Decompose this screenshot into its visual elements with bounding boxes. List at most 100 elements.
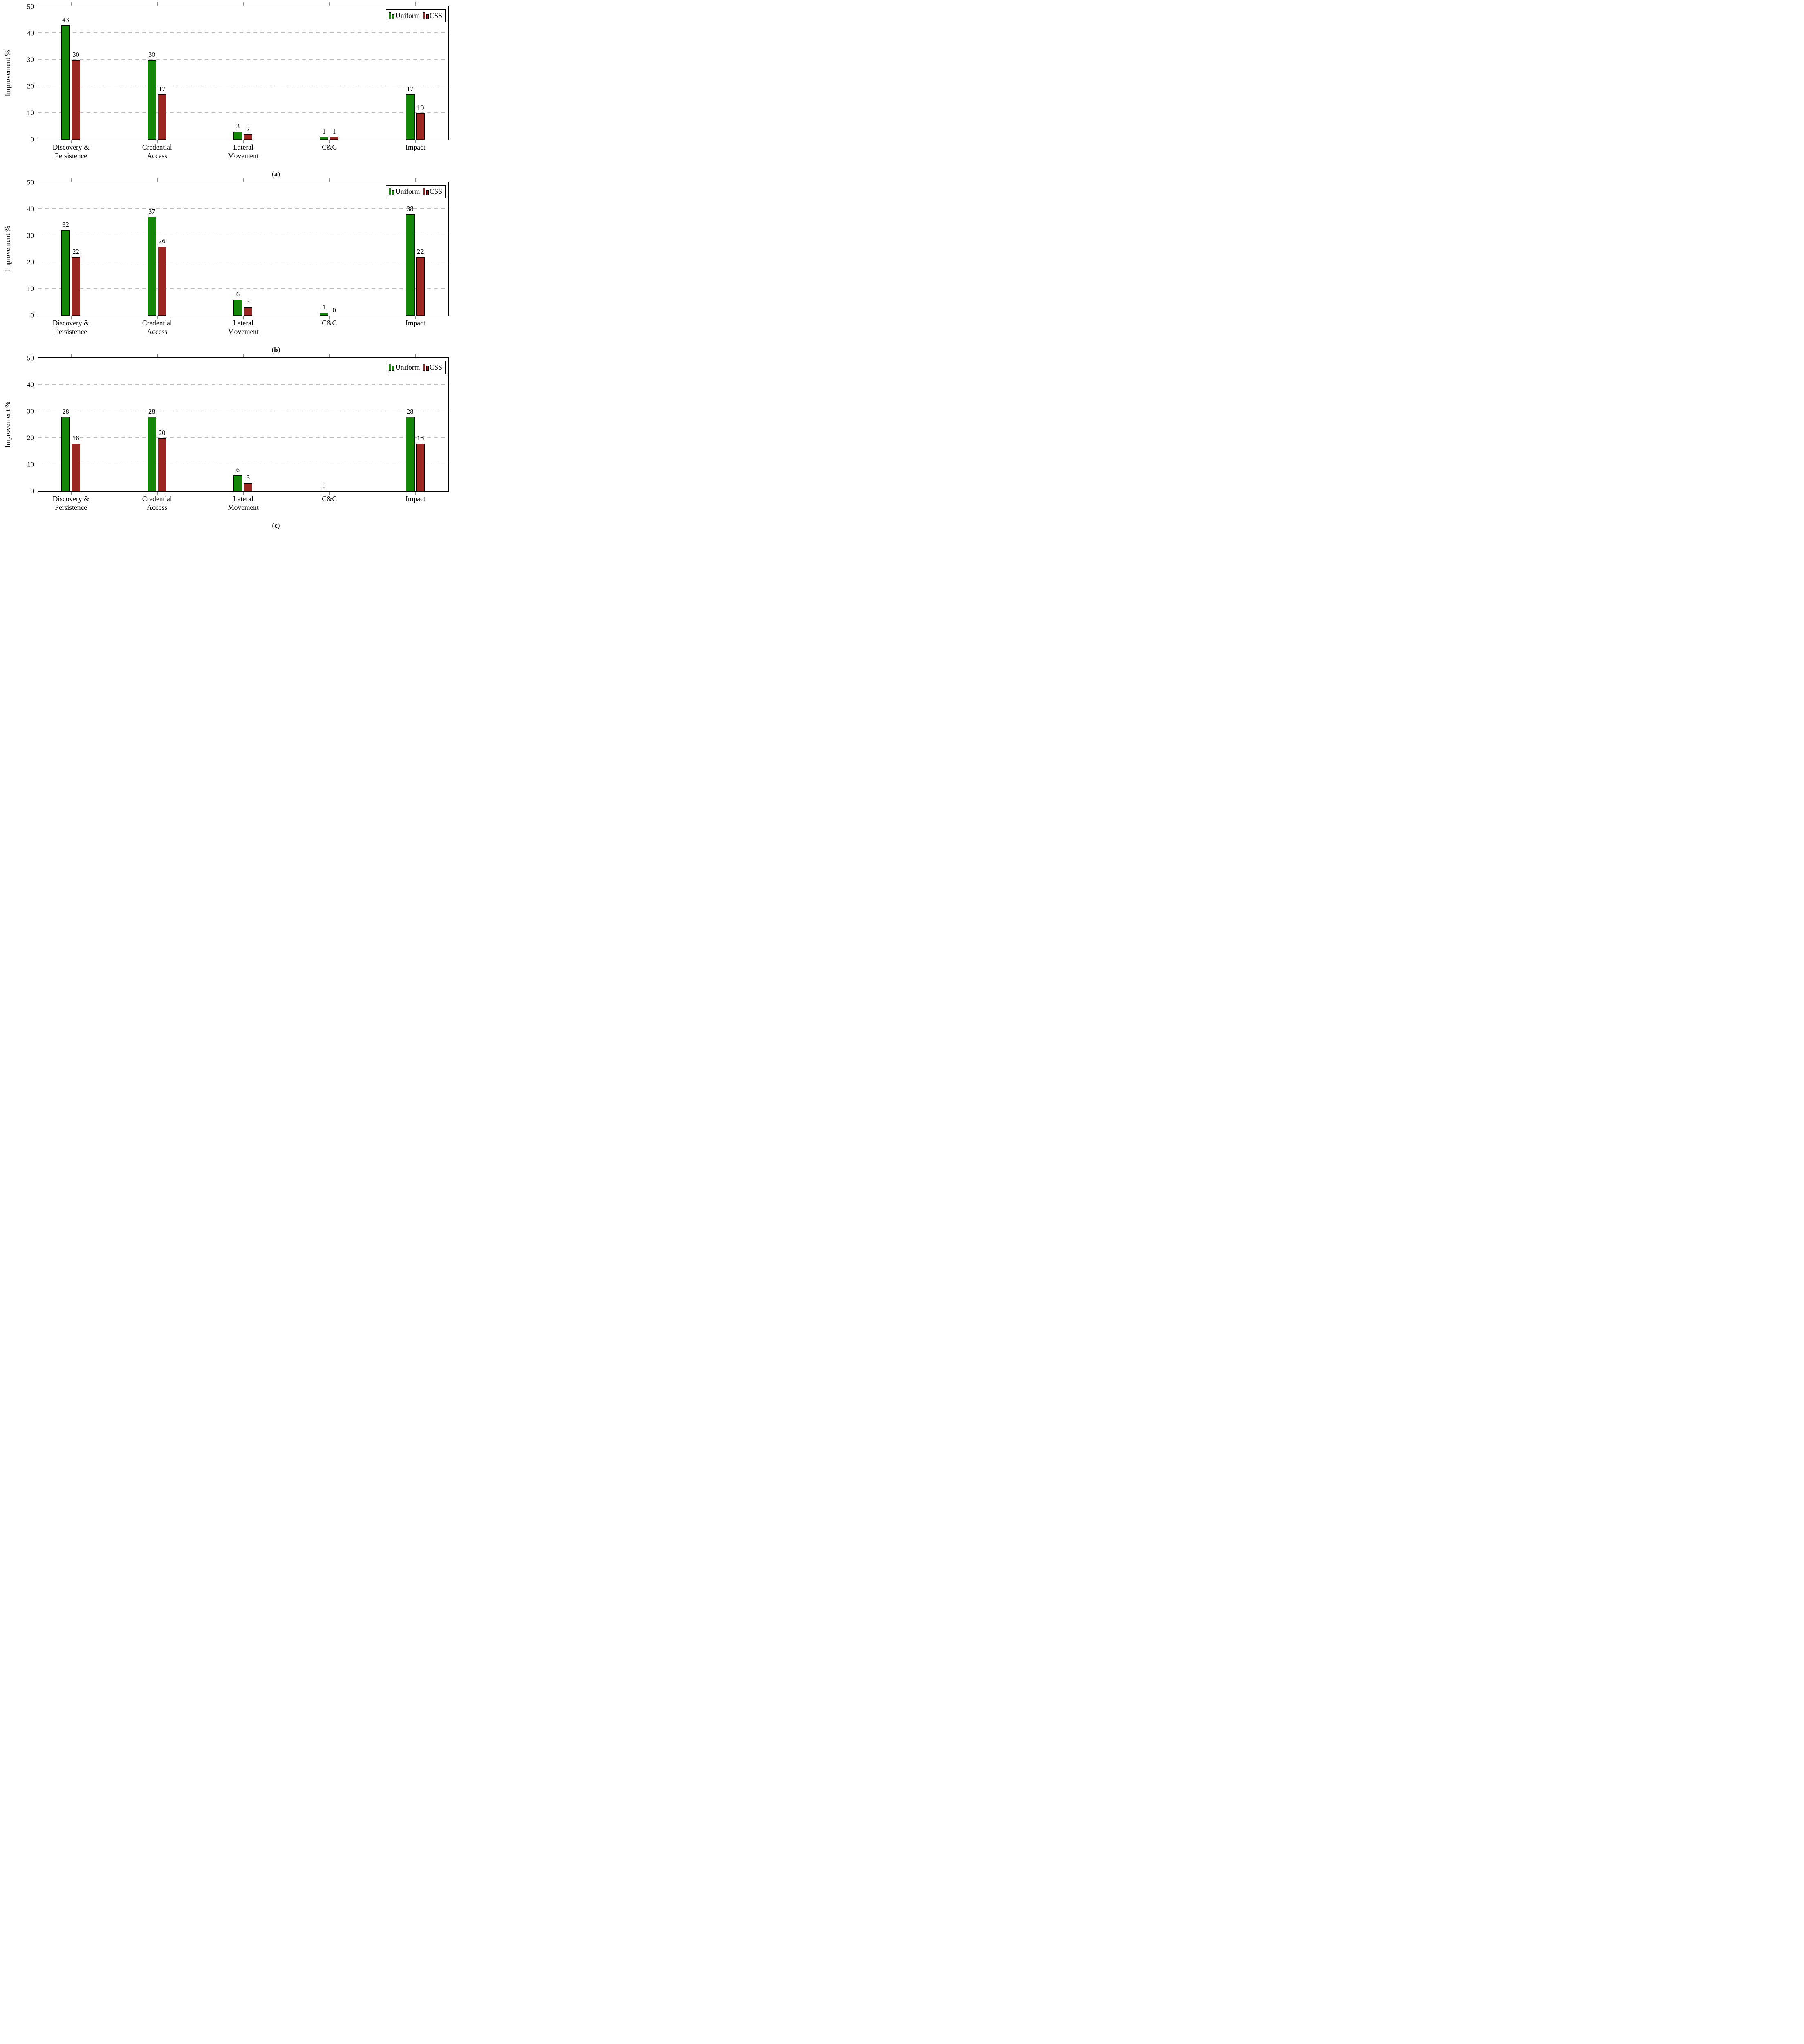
x-category-label-line: Access (147, 503, 168, 511)
gridline-40 (38, 32, 448, 33)
bar-css-cc (330, 137, 339, 140)
gridline-40 (38, 208, 448, 209)
bar-value-uniform-impact: 17 (406, 85, 414, 93)
x-tick-bottom-lateral-movement (243, 492, 244, 495)
x-tick-top-cc (329, 354, 330, 357)
legend-marker-css-icon (423, 12, 429, 20)
bar-value-css-impact: 10 (417, 103, 424, 112)
legend-bar-short (426, 366, 429, 371)
legend-bar-tall (388, 12, 391, 20)
bar-css-discovery-persistence (72, 444, 81, 491)
y-axis-title: Improvement % (3, 49, 12, 96)
y-tick-label-0: 0 (30, 135, 34, 143)
x-tick-bottom-impact (415, 492, 416, 495)
x-category-label-line: Movement (228, 152, 259, 160)
bar-value-css-impact: 22 (417, 247, 424, 256)
x-category-label-discovery-persistence: Discovery & Persistence (53, 143, 90, 160)
x-category-label-impact: Impact (406, 319, 426, 327)
x-category-label-line: Access (147, 152, 168, 160)
plot-area: 28 28 6 0 28 18 20 3 18 Uniform CSS (38, 357, 449, 492)
x-category-label-line: Discovery & (52, 319, 90, 327)
x-category-label-line: C&C (322, 495, 337, 503)
x-category-label-line: Movement (228, 503, 259, 511)
x-tick-top-cc (329, 2, 330, 6)
bar-uniform-lateral-movement (233, 475, 242, 491)
x-category-label-line: Lateral (233, 495, 253, 503)
x-category-label-line: Persistence (55, 327, 87, 336)
legend-label-uniform: Uniform (395, 363, 420, 371)
y-tick-label-20: 20 (27, 82, 34, 90)
x-tick-top-impact (415, 354, 416, 357)
bar-css-lateral-movement (244, 134, 253, 140)
bar-value-css-discovery-persistence: 18 (72, 434, 79, 442)
bar-value-uniform-credential-access: 28 (148, 407, 155, 415)
y-tick-label-40: 40 (27, 205, 34, 213)
x-tick-bottom-cc (329, 316, 330, 319)
x-category-label-line: Discovery & (52, 495, 90, 503)
legend-marker-css-icon (423, 188, 429, 195)
bar-uniform-credential-access (147, 217, 156, 316)
bar-uniform-lateral-movement (233, 300, 242, 316)
bar-uniform-credential-access (147, 60, 156, 140)
bar-uniform-discovery-persistence (61, 25, 70, 140)
x-tick-bottom-lateral-movement (243, 316, 244, 319)
bar-value-css-impact: 18 (417, 434, 424, 442)
bar-uniform-impact (406, 417, 415, 491)
gridline-10 (38, 464, 448, 465)
gridline-40 (38, 384, 448, 385)
bar-value-css-lateral-movement: 3 (246, 473, 250, 482)
legend-marker-uniform-icon (388, 364, 395, 371)
x-category-label-credential-access: Credential Access (142, 319, 172, 336)
x-category-label-discovery-persistence: Discovery & Persistence (53, 319, 90, 336)
legend-bar-short (426, 190, 429, 195)
x-category-label-cc: C&C (322, 319, 337, 327)
bar-value-css-credential-access: 17 (158, 85, 166, 93)
x-category-label-discovery-persistence: Discovery & Persistence (53, 495, 90, 512)
gridline-20 (38, 85, 448, 87)
x-tick-top-discovery-persistence (71, 178, 72, 182)
bar-uniform-impact (406, 214, 415, 316)
legend-bar-tall (388, 364, 391, 371)
bar-value-uniform-lateral-movement: 6 (236, 290, 240, 298)
bar-uniform-credential-access (147, 417, 156, 491)
x-category-label-cc: C&C (322, 495, 337, 503)
x-tick-top-impact (415, 178, 416, 182)
bar-value-uniform-cc: 0 (322, 482, 326, 490)
x-category-label-impact: Impact (406, 143, 426, 152)
legend-marker-uniform-icon (388, 188, 395, 195)
x-category-label-line: Impact (406, 319, 426, 327)
x-category-label-credential-access: Credential Access (142, 495, 172, 512)
legend-label-uniform: Uniform (395, 187, 420, 195)
x-tick-top-impact (415, 2, 416, 6)
legend-bar-tall (423, 188, 426, 195)
bar-uniform-lateral-movement (233, 132, 242, 140)
bar-value-uniform-credential-access: 37 (148, 207, 155, 215)
plot-area: 43 30 3 1 17 30 17 2 1 10 Uniform CSS (38, 6, 449, 140)
bar-css-credential-access (157, 94, 166, 140)
y-axis-title: Improvement % (3, 401, 12, 448)
x-category-label-line: C&C (322, 143, 337, 151)
bar-value-uniform-discovery-persistence: 28 (62, 407, 69, 415)
bar-css-lateral-movement (244, 483, 253, 491)
y-axis-title: Improvement % (3, 225, 12, 272)
x-tick-bottom-cc (329, 140, 330, 143)
y-tick-label-30: 30 (27, 231, 34, 240)
bar-css-impact (416, 444, 425, 491)
x-category-label-impact: Impact (406, 495, 426, 503)
x-category-label-line: Credential (142, 143, 172, 151)
legend-marker-css-icon (423, 364, 429, 371)
x-category-label-cc: C&C (322, 143, 337, 152)
y-tick-label-30: 30 (27, 56, 34, 64)
gridline-30 (38, 59, 448, 60)
bar-css-impact (416, 257, 425, 316)
bar-css-credential-access (157, 438, 166, 491)
figure-page: { "figure": { "ylabel": "Improvement %",… (0, 0, 451, 529)
legend: Uniform CSS (385, 185, 446, 198)
legend: Uniform CSS (385, 361, 446, 374)
bar-value-uniform-lateral-movement: 6 (236, 466, 240, 474)
gridline-30 (38, 410, 448, 412)
x-category-label-line: Discovery & (52, 143, 90, 151)
y-tick-label-50: 50 (27, 354, 34, 362)
chart-a: Improvement % 43 30 3 1 17 30 17 2 1 10 Uniform CSS 0… (0, 0, 451, 178)
x-tick-top-lateral-movement (243, 178, 244, 182)
